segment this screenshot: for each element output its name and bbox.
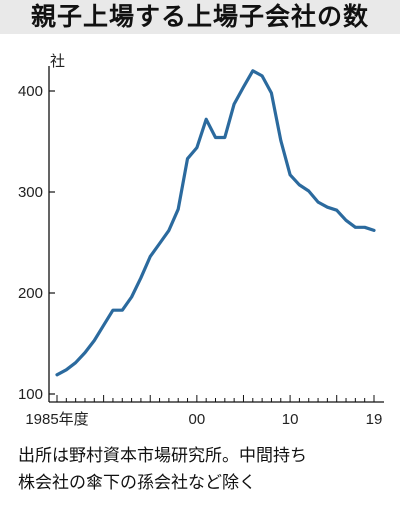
x-tick-label: 00: [189, 411, 206, 428]
axes: [48, 66, 384, 403]
y-tick-label: 400: [18, 83, 43, 100]
y-tick-label: 100: [18, 386, 43, 403]
x-tick-label: 1985年度: [25, 411, 88, 428]
x-tick-label: 19: [366, 411, 383, 428]
source-note: 出所は野村資本市場研究所。中間持ち 株会社の傘下の孫会社など除く: [18, 443, 396, 497]
series-line: [55, 69, 376, 377]
y-tick-labels: 100 200 300 400: [18, 83, 43, 403]
line-chart: 社 100 200 300 400 1985年度 00 10 19: [18, 52, 384, 428]
x-tick-labels: 1985年度 00 10 19: [25, 411, 382, 428]
chart-title: 親子上場する上場子会社の数: [0, 0, 400, 34]
source-note-line-1: 出所は野村資本市場研究所。中間持ち: [18, 446, 307, 466]
y-tick-label: 300: [18, 184, 43, 201]
x-tick-label: 10: [282, 411, 299, 428]
source-note-line-2: 株会社の傘下の孫会社など除く: [18, 473, 256, 493]
y-unit-label: 社: [50, 52, 65, 70]
y-tick-label: 200: [18, 285, 43, 302]
